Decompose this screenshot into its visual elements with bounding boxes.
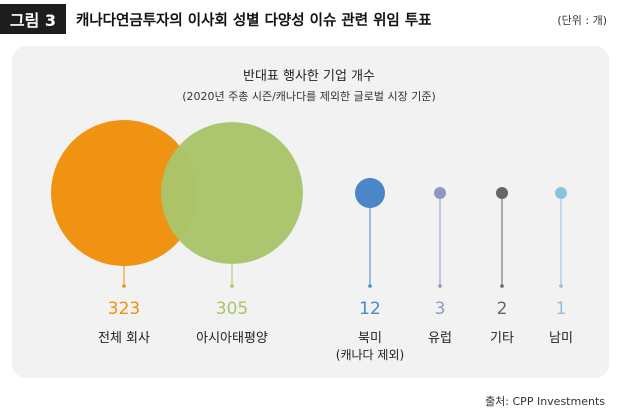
value-label: 12 [359, 299, 381, 319]
figure-title: 캐나다연금투자의 이사회 성별 다양성 이슈 관련 위임 투표 [76, 13, 432, 29]
bubble [51, 120, 197, 266]
value-label: 3 [435, 299, 446, 319]
chart-subtitle: (2020년 주총 시즌/캐나다를 제외한 글로벌 시장 기준) [182, 90, 436, 103]
chart-title: 반대표 행사한 기업 개수 [243, 68, 375, 84]
stems [122, 199, 563, 288]
category-label: 기타 [490, 331, 514, 346]
bubble [555, 187, 567, 199]
stem-dot [559, 284, 563, 288]
value-label: 1 [556, 299, 567, 319]
category-label: 전체 회사 [98, 331, 150, 346]
source-note: 출처: CPP Investments [485, 395, 605, 408]
bubble [161, 122, 303, 264]
value-label: 2 [497, 299, 508, 319]
stem-dot [500, 284, 504, 288]
stem-dot [368, 284, 372, 288]
stem-dot [230, 284, 234, 288]
stem-dot [438, 284, 442, 288]
category-label: 유럽 [428, 331, 452, 346]
labels: 323 전체 회사 305 아시아태평양 12 북미 (캐나다 제외) 3 유럽 2 기타 1 남미 [98, 299, 573, 362]
category-label: 북미 [358, 331, 382, 346]
unit-label: (단위 : 개) [557, 14, 607, 27]
value-label: 305 [216, 299, 248, 319]
category-sublabel: (캐나다 제외) [336, 348, 404, 362]
figure-header: 그림 3 캐나다연금투자의 이사회 성별 다양성 이슈 관련 위임 투표 (단위… [0, 0, 619, 36]
category-label: 아시아태평양 [196, 331, 268, 346]
bubbles [51, 120, 567, 266]
bubble [434, 187, 446, 199]
category-label: 남미 [549, 331, 573, 346]
stem-dot [122, 284, 126, 288]
figure-label: 그림 3 [0, 4, 66, 34]
bubble [496, 187, 508, 199]
value-label: 323 [108, 299, 140, 319]
bubble [355, 178, 385, 208]
